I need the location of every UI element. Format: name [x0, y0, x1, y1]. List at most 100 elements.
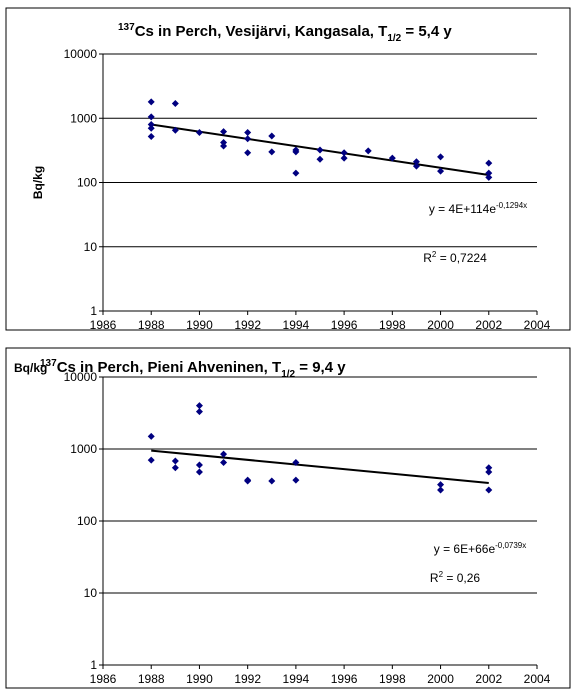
y-tick-label: 10: [84, 586, 98, 600]
y-axis-label: Bq/kg: [31, 166, 45, 199]
data-point: [485, 169, 493, 177]
data-point: [147, 124, 155, 132]
r2-part: R: [430, 571, 439, 585]
data-point: [171, 99, 179, 107]
data-point: [244, 149, 252, 157]
data-point: [244, 135, 252, 143]
data-point: [220, 138, 228, 146]
data-point: [147, 132, 155, 140]
x-tick-label: 2004: [524, 672, 551, 686]
x-tick-label: 1994: [283, 318, 310, 332]
data-point: [268, 148, 276, 156]
x-tick-label: 1998: [379, 672, 406, 686]
data-point: [147, 432, 155, 440]
x-tick-label: 1994: [283, 672, 310, 686]
y-tick-label: 100: [77, 514, 97, 528]
data-point: [485, 173, 493, 181]
data-point: [437, 481, 445, 489]
x-tick-label: 2002: [475, 672, 502, 686]
data-point: [316, 146, 324, 154]
data-point: [171, 457, 179, 465]
data-point: [268, 477, 276, 485]
data-point: [147, 98, 155, 106]
equation-part: y = 4E+114e: [429, 202, 496, 216]
data-point: [437, 167, 445, 175]
title-part: 1/2: [387, 33, 401, 44]
y-tick-label: 1: [90, 304, 97, 318]
y-tick-label: 10: [84, 240, 98, 254]
data-point: [316, 155, 324, 163]
y-tick-label: 1: [90, 658, 97, 672]
trend-line: [151, 449, 489, 485]
r2-sup: 2: [432, 250, 437, 259]
data-point: [485, 159, 493, 167]
title-part: Cs in Perch, Vesijärvi, Kangasala, T: [135, 23, 388, 40]
x-tick-label: 1990: [186, 318, 213, 332]
data-point: [244, 129, 252, 137]
data-point: [292, 458, 300, 466]
y-tick-label: 1000: [70, 111, 97, 125]
x-tick-label: 1998: [379, 318, 406, 332]
x-tick-label: 2000: [427, 318, 454, 332]
data-point: [437, 153, 445, 161]
data-point: [195, 129, 203, 137]
title-part: 137: [118, 22, 135, 33]
data-point: [412, 158, 420, 166]
r2-sup: 2: [439, 570, 444, 579]
data-point: [220, 450, 228, 458]
title-part: Cs in Perch, Pieni Ahveninen, T: [57, 359, 282, 376]
y-tick-label: 100: [77, 176, 97, 190]
data-point: [220, 142, 228, 150]
equation-exponent: -0,0739x: [495, 541, 526, 550]
data-point: [244, 477, 252, 485]
data-point: [388, 154, 396, 162]
data-point: [220, 458, 228, 466]
data-point: [340, 149, 348, 157]
r2-part: = 0,7224: [436, 251, 487, 265]
r-squared: R2 = 0,26: [430, 570, 480, 585]
data-point: [485, 486, 493, 494]
x-tick-label: 1992: [234, 318, 261, 332]
data-point: [171, 464, 179, 472]
data-point: [437, 486, 445, 494]
y-axis-label: Bq/kg: [14, 361, 47, 375]
equation-exponent: -0,1294x: [496, 201, 527, 210]
x-tick-label: 1986: [90, 672, 117, 686]
data-point: [171, 126, 179, 134]
data-point: [292, 476, 300, 484]
x-tick-label: 1986: [90, 318, 117, 332]
data-point: [195, 461, 203, 469]
y-tick-label: 1000: [70, 442, 97, 456]
x-tick-label: 1996: [331, 672, 358, 686]
x-tick-label: 2004: [524, 318, 551, 332]
r2-part: = 0,26: [443, 571, 480, 585]
x-tick-label: 1996: [331, 318, 358, 332]
data-point: [485, 464, 493, 472]
data-point: [364, 147, 372, 155]
data-point: [195, 402, 203, 410]
data-point: [147, 120, 155, 128]
data-point: [220, 128, 228, 136]
x-tick-label: 1988: [138, 672, 165, 686]
trend-equation: y = 6E+66e-0,0739x: [434, 541, 527, 556]
x-tick-label: 1992: [234, 672, 261, 686]
x-tick-label: 2002: [475, 318, 502, 332]
data-point: [195, 408, 203, 416]
data-point: [485, 468, 493, 476]
chart-frame: [5, 347, 571, 689]
y-tick-label: 10000: [64, 370, 98, 384]
title-part: 137: [40, 358, 57, 369]
chart-frame: [5, 7, 571, 331]
data-point: [147, 113, 155, 121]
title-part: 1/2: [281, 369, 295, 380]
data-point: [292, 148, 300, 156]
data-point: [147, 456, 155, 464]
data-point: [412, 162, 420, 170]
x-tick-label: 1988: [138, 318, 165, 332]
r-squared: R2 = 0,7224: [423, 250, 487, 265]
title-part: = 5,4 y: [401, 23, 452, 40]
r2-part: R: [423, 251, 432, 265]
data-point: [268, 132, 276, 140]
x-tick-label: 1990: [186, 672, 213, 686]
